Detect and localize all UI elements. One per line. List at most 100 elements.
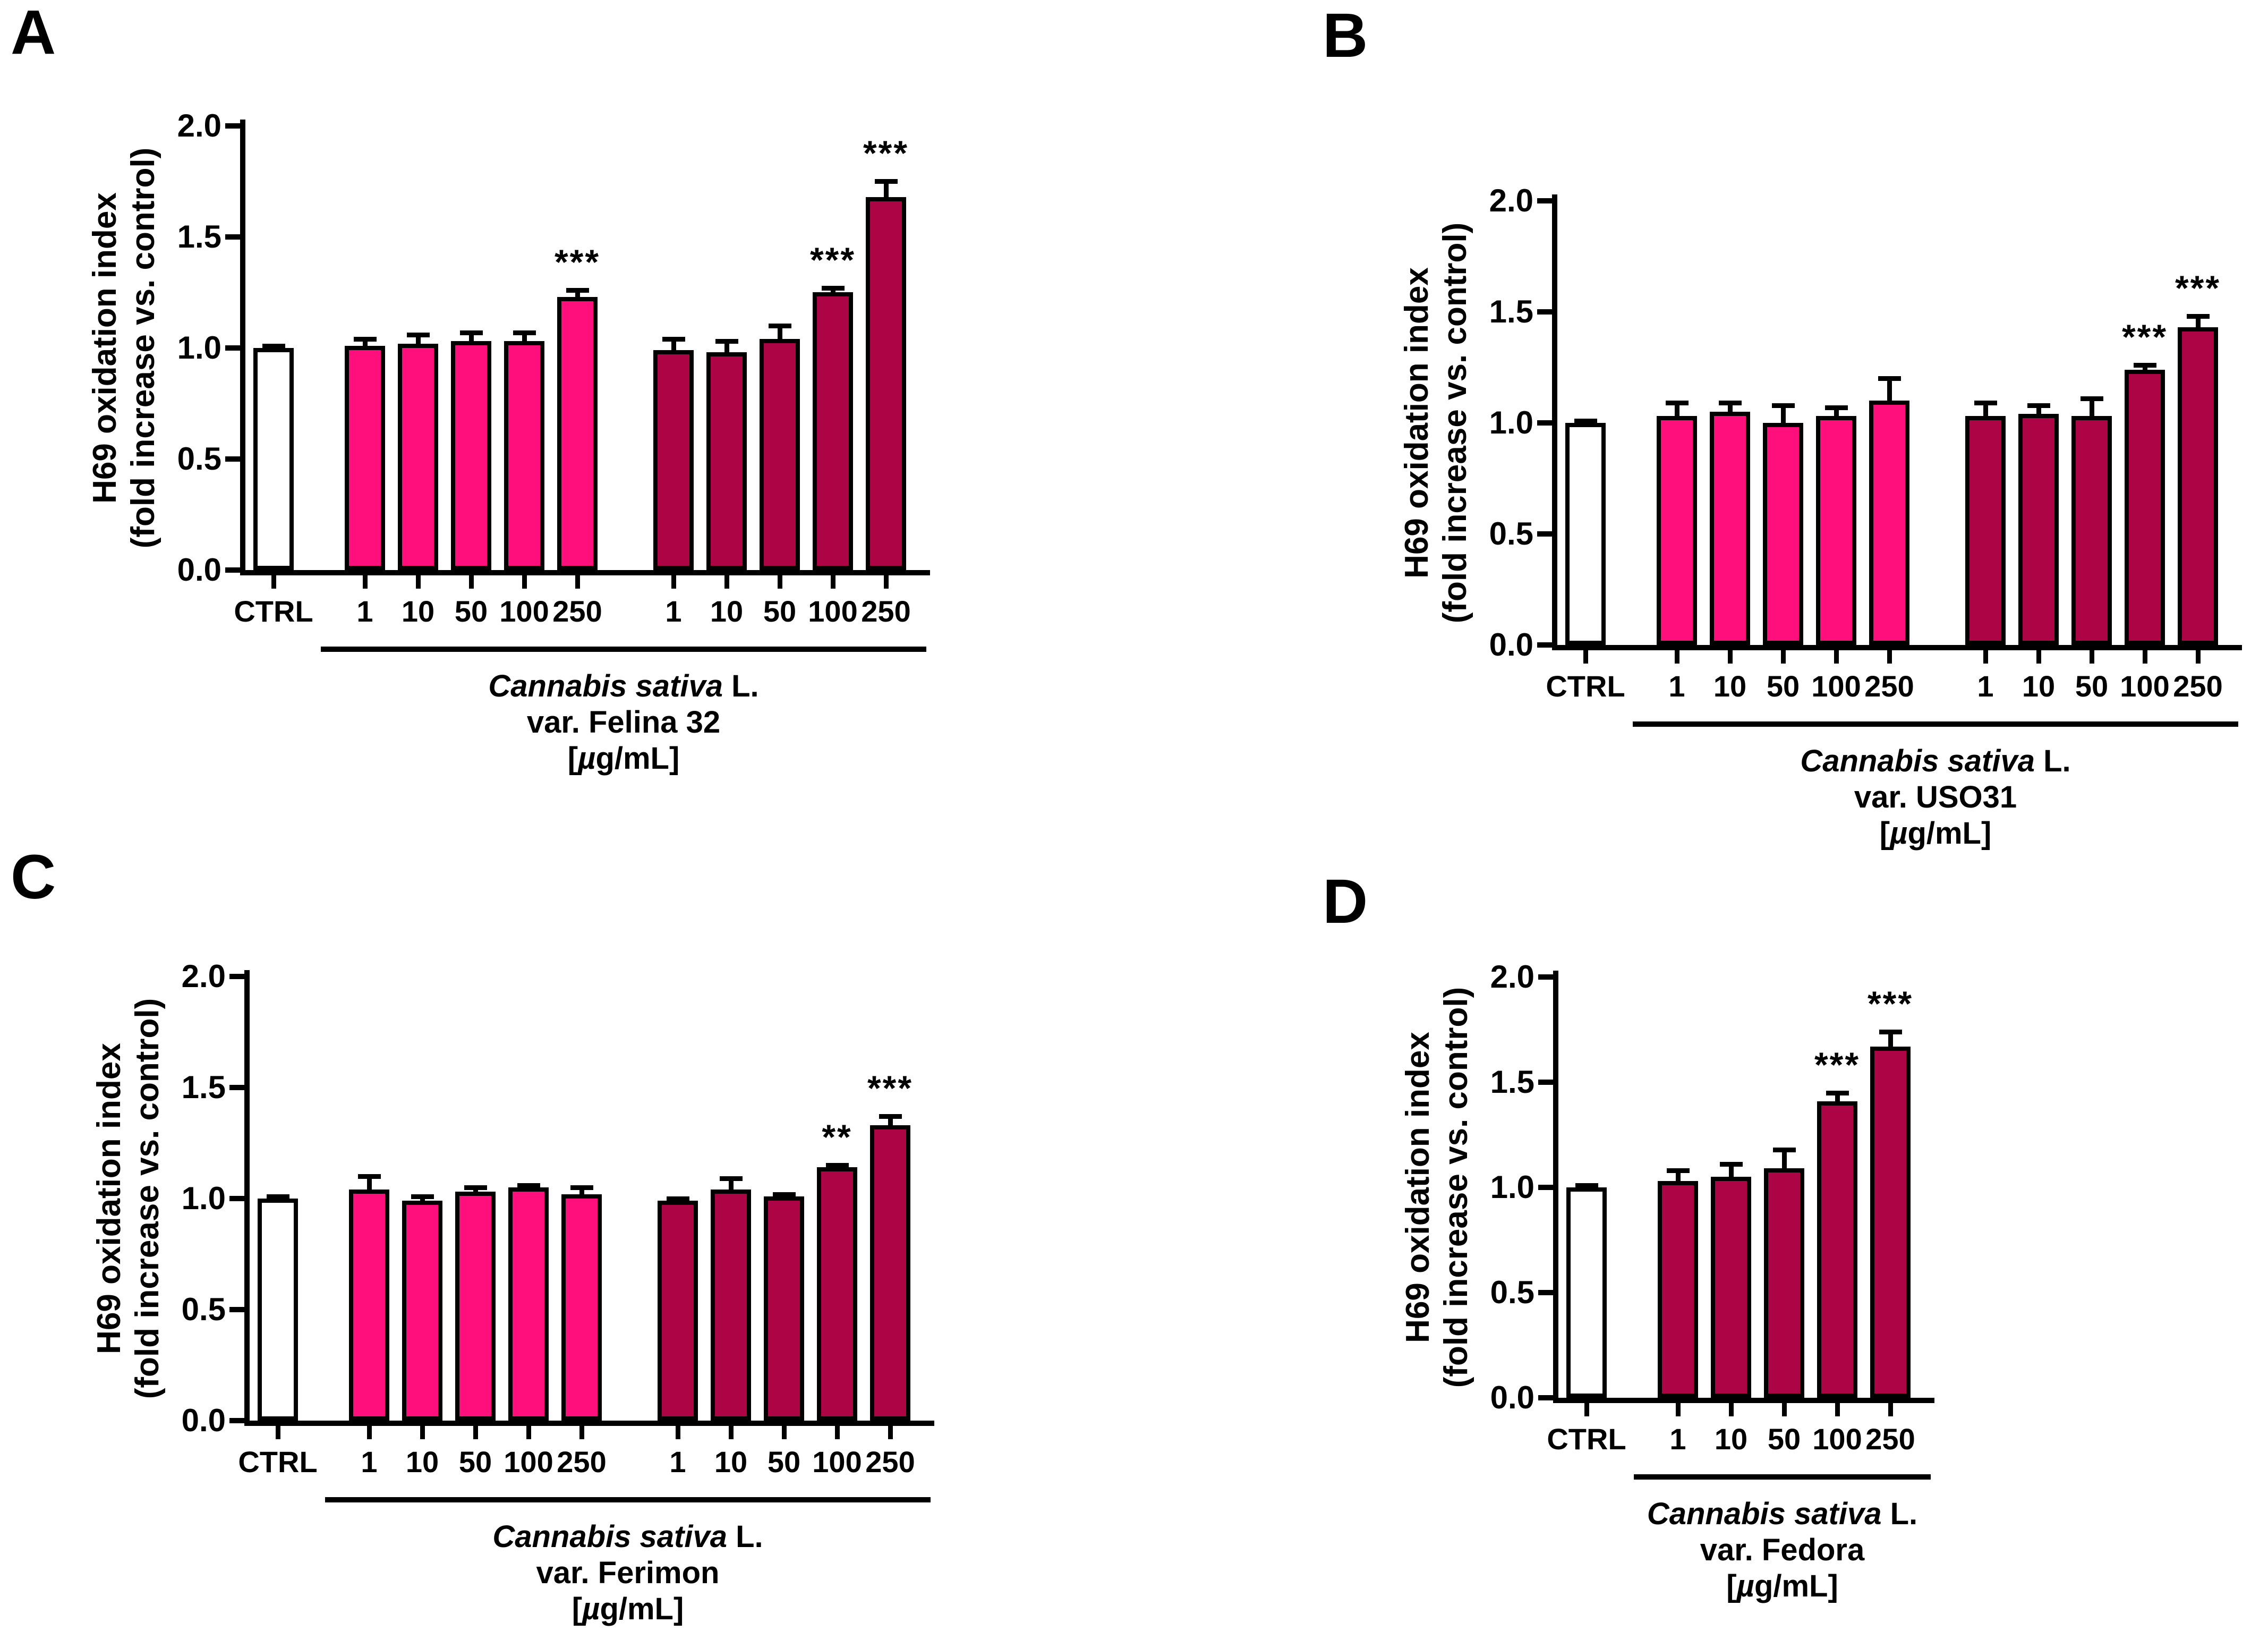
error-bar-cap [822, 286, 845, 291]
x-tick [835, 1426, 840, 1439]
y-tick [1537, 420, 1552, 426]
x-tick-label: 100 [812, 1445, 862, 1479]
error-bar-stem [575, 290, 580, 301]
y-tick-label: 1.5 [1489, 294, 1533, 329]
x-axis-line [1552, 645, 2242, 650]
error-bar-stem [888, 1116, 893, 1129]
x-axis-line [240, 570, 930, 575]
error-bar-cap [464, 1185, 487, 1190]
bar-250-10 [866, 197, 906, 570]
x-tick [1583, 650, 1588, 664]
x-tick [671, 575, 676, 589]
x-tick [271, 575, 276, 589]
y-tick [1538, 1080, 1553, 1085]
y-tick [229, 1418, 244, 1423]
x-tick [469, 575, 474, 589]
x-tick-label: 1 [1669, 1422, 1686, 1456]
bar-1-1 [349, 1190, 389, 1421]
x-tick [724, 575, 729, 589]
x-tick-label: 250 [1864, 669, 1914, 703]
x-tick [473, 1426, 478, 1439]
error-bar-cap [267, 1194, 289, 1199]
y-axis-line [244, 970, 250, 1426]
y-tick [1537, 309, 1552, 315]
x-tick [526, 1426, 531, 1439]
group-label-unit: [µg/mL] [567, 741, 680, 776]
error-bar-stem [522, 333, 527, 346]
y-axis-line [1552, 194, 1557, 650]
y-tick-label: 2.0 [181, 958, 226, 994]
error-bar-cap [358, 1174, 381, 1179]
error-bar-cap [662, 337, 685, 342]
bar-250-5 [1869, 401, 1909, 645]
bar-1-6 [1965, 416, 2006, 645]
y-tick [1537, 198, 1552, 203]
bar-10-2 [1710, 412, 1750, 645]
x-tick-label: 100 [808, 594, 858, 628]
significance-stars: *** [1867, 984, 1914, 1023]
bar-10-2 [402, 1201, 442, 1421]
bar-10-7 [711, 1190, 751, 1421]
x-tick-label: 1 [356, 594, 373, 628]
error-bar-cap [411, 1194, 434, 1199]
y-tick-label: 0.5 [181, 1292, 226, 1327]
error-bar-cap [262, 344, 285, 349]
bar-100-4 [504, 341, 544, 570]
y-tick [229, 1196, 244, 1201]
y-tick-label: 1.5 [177, 219, 221, 254]
x-tick [2196, 650, 2201, 664]
error-bar-stem [2036, 405, 2041, 419]
error-bar-cap [1878, 376, 1901, 381]
error-bar-cap [1575, 1183, 1598, 1188]
bar-ctrl-0 [1565, 423, 1606, 645]
bar-100-4 [508, 1187, 549, 1421]
y-axis-line [240, 120, 245, 575]
group-label-unit: [µg/mL] [572, 1592, 684, 1626]
x-tick-label: 1 [669, 1445, 686, 1479]
x-tick-label: 50 [2075, 669, 2109, 703]
error-bar-cap [2134, 363, 2156, 368]
error-bar-cap [517, 1183, 540, 1188]
x-tick-label: 50 [1767, 1422, 1801, 1456]
x-tick [831, 575, 835, 589]
y-tick [229, 1085, 244, 1090]
y-tick [1538, 1290, 1553, 1295]
significance-stars: *** [554, 242, 601, 282]
x-tick-label: 250 [861, 594, 911, 628]
x-tick [782, 1426, 787, 1439]
error-bar-stem [2196, 316, 2201, 332]
bar-100-9 [817, 1167, 857, 1421]
error-bar-cap [667, 1196, 689, 1201]
bar-1-6 [653, 350, 694, 570]
x-tick-label: 250 [557, 1445, 607, 1479]
x-axis-group-label: Cannabis sativa L. var. Fedora [µg/mL] [1647, 1496, 1917, 1604]
x-tick [778, 575, 782, 589]
group-label-unit: [µg/mL] [1726, 1569, 1838, 1603]
error-bar-cap [1667, 1168, 1690, 1173]
error-bar-stem [1888, 1032, 1893, 1051]
group-label-species-line: Cannabis sativa L. [1647, 1497, 1918, 1531]
x-tick [1729, 1403, 1734, 1416]
x-tick-label: 100 [1812, 1422, 1862, 1456]
x-tick-label: 10 [1713, 669, 1747, 703]
y-tick-label: 0.0 [177, 552, 221, 588]
y-tick [225, 123, 240, 129]
error-bar-stem [729, 1178, 734, 1194]
bar-100-9 [2125, 370, 2165, 645]
x-tick-label: 1 [361, 1445, 378, 1479]
x-tick-label: 50 [1766, 669, 1800, 703]
x-tick-label: CTRL [234, 594, 313, 628]
bar-10-2 [398, 344, 438, 570]
significance-stars: *** [2175, 268, 2221, 308]
panel-letter-c: C [11, 842, 56, 912]
x-tick [1983, 650, 1988, 664]
y-tick-label: 0.0 [1489, 627, 1533, 662]
error-bar-cap [1879, 1030, 1902, 1034]
x-tick-label: 100 [2120, 669, 2170, 703]
bar-ctrl-0 [258, 1199, 298, 1421]
x-tick-label: 250 [2173, 669, 2223, 703]
x-tick [2090, 650, 2094, 664]
y-tick-label: 1.0 [1490, 1169, 1534, 1205]
error-bar-cap [1772, 403, 1795, 408]
